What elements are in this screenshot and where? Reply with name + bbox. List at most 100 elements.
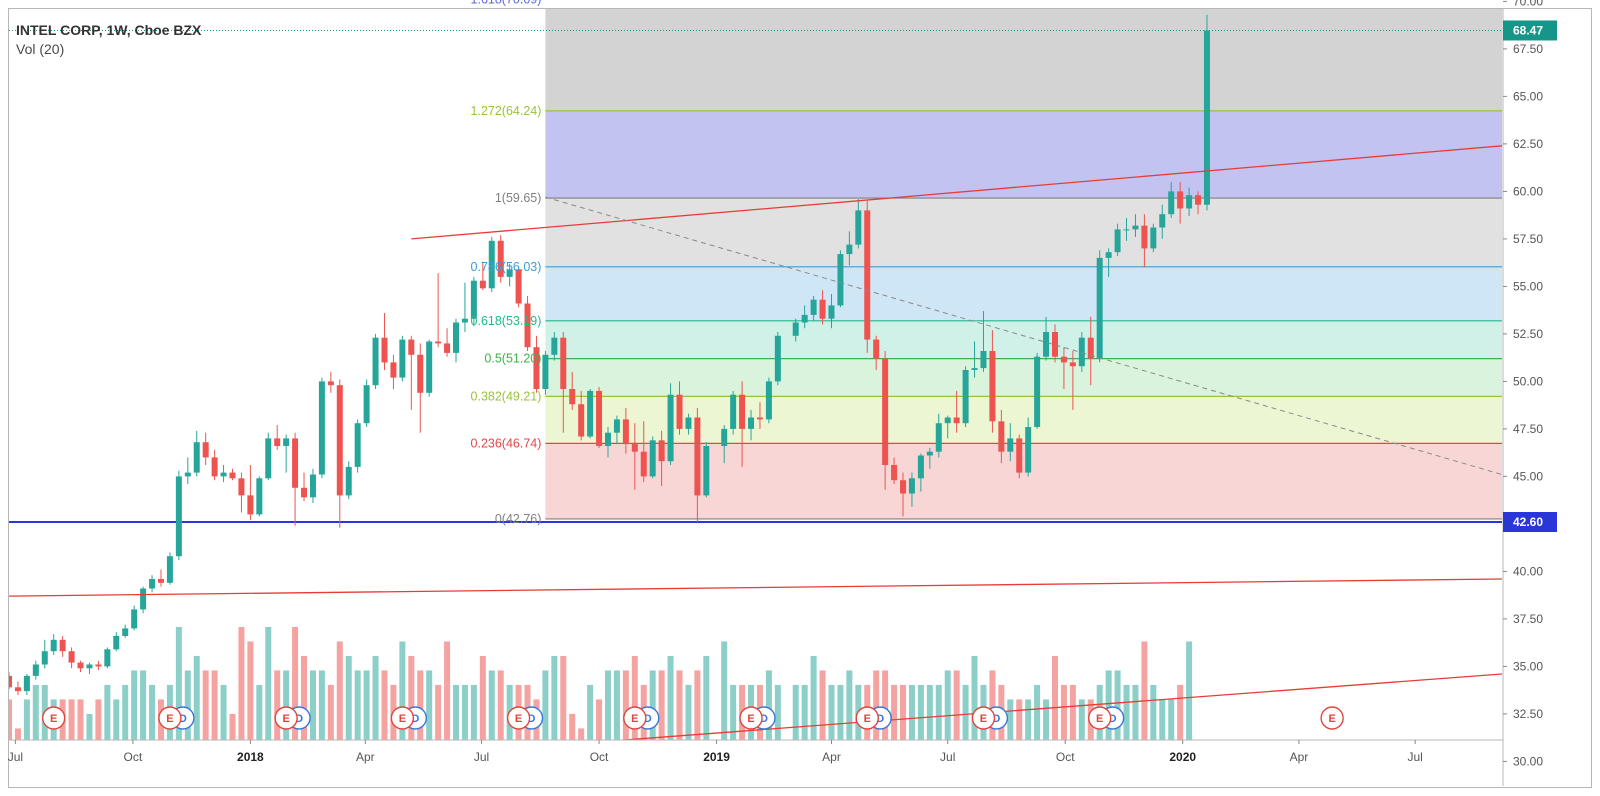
candle-body[interactable] bbox=[1141, 225, 1148, 249]
candle-body[interactable] bbox=[1132, 225, 1139, 230]
candle-body[interactable] bbox=[104, 649, 111, 667]
candle-body[interactable] bbox=[622, 419, 629, 445]
candle-body[interactable] bbox=[1123, 229, 1130, 231]
candle-body[interactable] bbox=[1069, 362, 1076, 367]
candle-body[interactable] bbox=[569, 389, 576, 405]
candle-body[interactable] bbox=[1105, 252, 1112, 258]
candle-body[interactable] bbox=[971, 368, 978, 370]
candle-body[interactable] bbox=[1016, 438, 1023, 473]
candle-body[interactable] bbox=[900, 480, 907, 494]
candle-body[interactable] bbox=[533, 347, 540, 389]
candle-body[interactable] bbox=[149, 579, 156, 589]
candle-body[interactable] bbox=[658, 440, 665, 462]
earnings-marker[interactable] bbox=[739, 706, 763, 730]
candle-body[interactable] bbox=[166, 556, 173, 583]
candle-body[interactable] bbox=[372, 337, 379, 386]
candle-body[interactable] bbox=[122, 628, 129, 636]
candle-body[interactable] bbox=[327, 381, 334, 386]
candle-body[interactable] bbox=[926, 451, 933, 456]
candle-body[interactable] bbox=[309, 474, 316, 498]
candle-body[interactable] bbox=[23, 675, 30, 692]
candle-body[interactable] bbox=[354, 423, 361, 467]
candle-body[interactable] bbox=[640, 451, 647, 477]
candle-body[interactable] bbox=[837, 254, 844, 306]
earnings-marker[interactable] bbox=[158, 706, 182, 730]
candle-body[interactable] bbox=[453, 322, 460, 353]
candle-body[interactable] bbox=[649, 440, 656, 477]
candle-body[interactable] bbox=[855, 210, 862, 245]
candle-body[interactable] bbox=[685, 417, 692, 429]
candle-body[interactable] bbox=[587, 390, 594, 437]
candle-body[interactable] bbox=[238, 478, 245, 496]
candle-body[interactable] bbox=[1060, 356, 1067, 363]
candle-body[interactable] bbox=[1150, 227, 1157, 249]
candle-body[interactable] bbox=[220, 472, 227, 477]
candle-body[interactable] bbox=[1186, 195, 1193, 209]
candle-body[interactable] bbox=[739, 394, 746, 429]
candle-body[interactable] bbox=[721, 428, 728, 446]
earnings-marker[interactable] bbox=[1320, 706, 1344, 730]
candle-body[interactable] bbox=[14, 687, 21, 692]
earnings-marker[interactable] bbox=[42, 706, 66, 730]
candle-body[interactable] bbox=[488, 240, 495, 289]
candle-body[interactable] bbox=[989, 351, 996, 422]
candle-body[interactable] bbox=[560, 337, 567, 389]
candle-body[interactable] bbox=[211, 457, 218, 477]
candle-body[interactable] bbox=[801, 314, 808, 323]
candle-body[interactable] bbox=[274, 438, 281, 446]
candle-body[interactable] bbox=[935, 423, 942, 452]
candle-body[interactable] bbox=[524, 303, 531, 348]
earnings-marker[interactable] bbox=[971, 706, 996, 730]
candle-body[interactable] bbox=[301, 487, 308, 498]
candle-body[interactable] bbox=[542, 354, 549, 389]
candle-body[interactable] bbox=[157, 579, 164, 583]
candle-body[interactable] bbox=[202, 442, 209, 458]
candle-body[interactable] bbox=[1034, 356, 1041, 427]
candle-body[interactable] bbox=[792, 322, 799, 336]
candle-body[interactable] bbox=[882, 358, 889, 465]
candle-body[interactable] bbox=[399, 339, 406, 378]
candle-body[interactable] bbox=[828, 305, 835, 319]
candle-body[interactable] bbox=[363, 385, 370, 424]
candle-body[interactable] bbox=[596, 390, 603, 446]
candle-body[interactable] bbox=[694, 417, 701, 496]
candle-body[interactable] bbox=[59, 639, 66, 652]
candle-body[interactable] bbox=[944, 417, 951, 424]
candle-body[interactable] bbox=[426, 341, 433, 393]
trendline[interactable] bbox=[411, 145, 1502, 240]
candle-body[interactable] bbox=[873, 339, 880, 359]
candle-body[interactable] bbox=[381, 337, 388, 363]
candle-body[interactable] bbox=[765, 381, 772, 420]
earnings-marker[interactable] bbox=[506, 706, 531, 730]
candle-body[interactable] bbox=[292, 438, 299, 488]
earnings-marker[interactable] bbox=[390, 706, 415, 730]
candle-body[interactable] bbox=[506, 269, 513, 277]
candle-body[interactable] bbox=[756, 417, 763, 420]
candle-body[interactable] bbox=[497, 240, 504, 277]
candle-body[interactable] bbox=[1051, 332, 1058, 357]
trendline[interactable] bbox=[9, 578, 1502, 597]
candle-body[interactable] bbox=[578, 404, 585, 437]
candle-body[interactable] bbox=[1078, 337, 1085, 367]
candle-body[interactable] bbox=[1195, 195, 1202, 205]
candle-body[interactable] bbox=[1114, 229, 1121, 253]
candle-body[interactable] bbox=[32, 664, 39, 676]
candle-body[interactable] bbox=[748, 417, 755, 429]
candle-body[interactable] bbox=[551, 337, 558, 355]
candle-body[interactable] bbox=[50, 639, 57, 652]
candle-body[interactable] bbox=[408, 339, 415, 355]
candle-body[interactable] bbox=[515, 269, 522, 304]
candle-body[interactable] bbox=[256, 478, 263, 515]
candle-body[interactable] bbox=[470, 280, 477, 319]
candle-body[interactable] bbox=[68, 651, 75, 663]
candle-body[interactable] bbox=[953, 417, 960, 424]
candle-body[interactable] bbox=[613, 419, 620, 433]
candle-body[interactable] bbox=[435, 341, 442, 344]
dashed-trendline[interactable] bbox=[545, 196, 1502, 475]
candle-body[interactable] bbox=[810, 299, 817, 315]
candle-body[interactable] bbox=[962, 370, 969, 424]
candle-body[interactable] bbox=[819, 299, 826, 319]
candle-body[interactable] bbox=[318, 381, 325, 475]
candle-body[interactable] bbox=[1087, 337, 1094, 359]
candle-body[interactable] bbox=[1159, 214, 1166, 228]
